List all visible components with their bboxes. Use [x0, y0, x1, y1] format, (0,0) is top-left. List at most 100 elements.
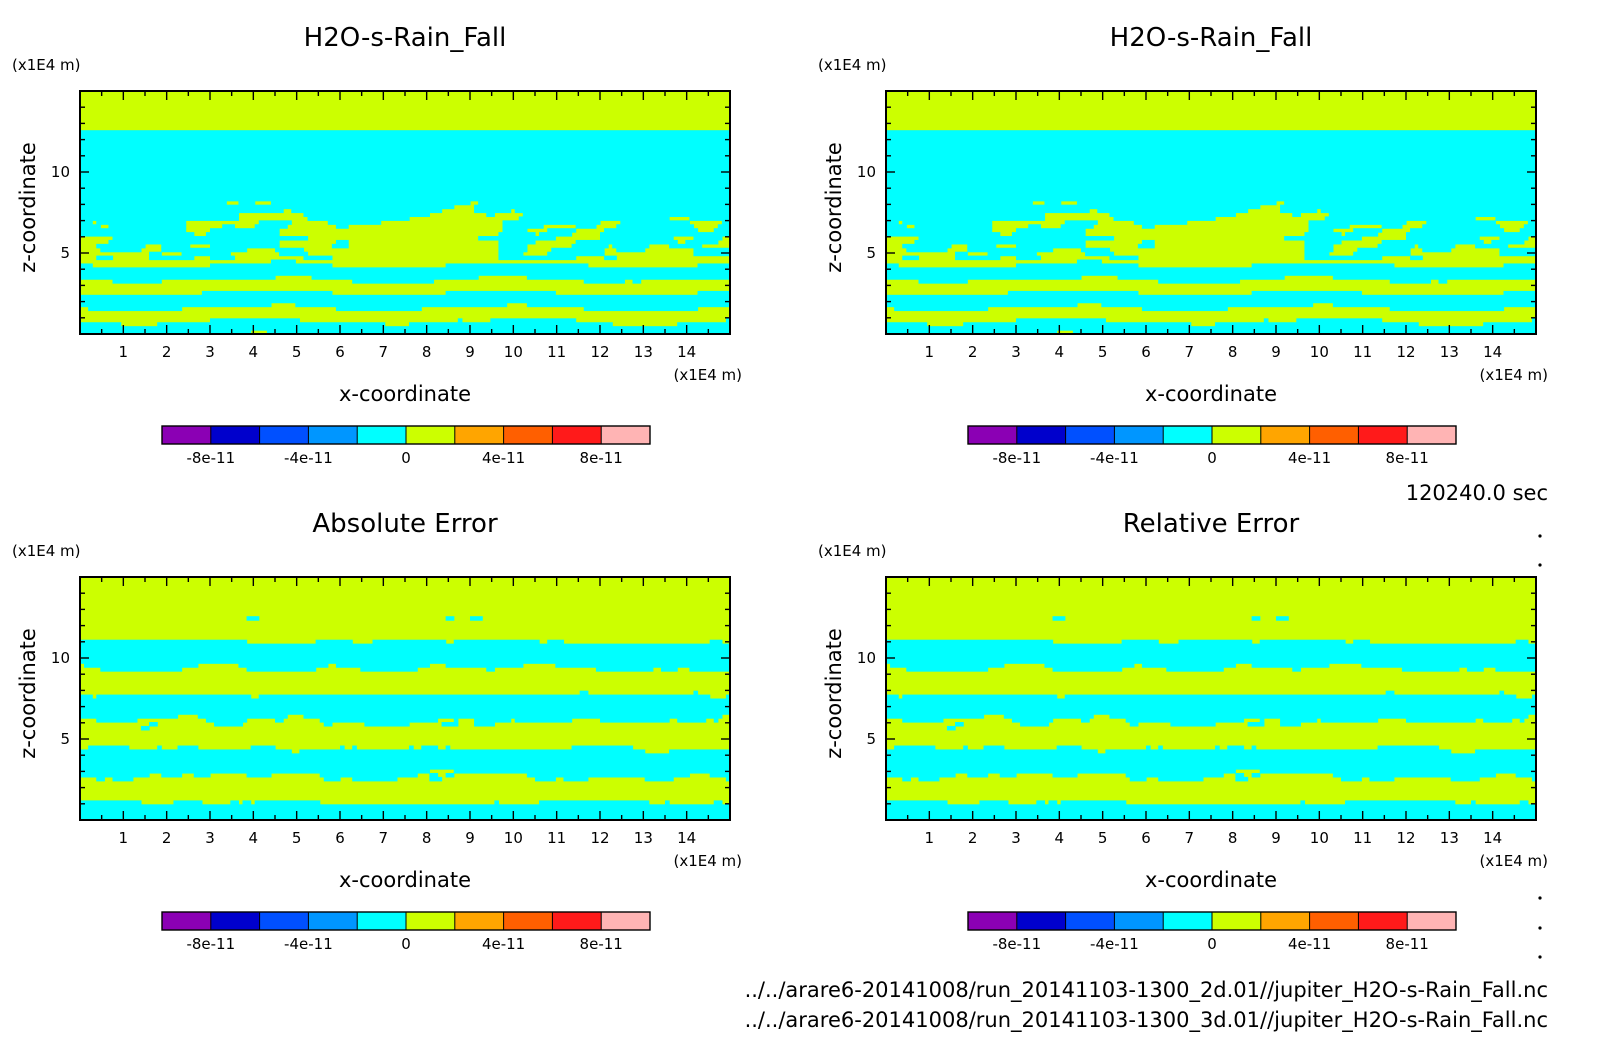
colorbar: -8e-11 -4e-11 0 4e-11 8e-11	[967, 911, 1457, 953]
y-axis-label: z-coordinate	[822, 628, 846, 759]
field-cell	[914, 239, 1086, 245]
field-cell	[1105, 749, 1452, 754]
field-cells	[886, 130, 1537, 335]
colorbar-tick-label: -4e-11	[1090, 935, 1139, 953]
field-cell	[689, 667, 731, 672]
x-tick-label: 11	[1353, 829, 1372, 847]
field-cell	[80, 267, 731, 272]
x-tick-label: 8	[1228, 343, 1238, 361]
field-cell	[886, 294, 1537, 300]
time-label: 120240.0 sec	[1406, 481, 1548, 505]
field-cell	[1495, 216, 1537, 221]
field-cell	[1036, 800, 1046, 805]
field-cell	[946, 725, 956, 731]
field-cell	[108, 239, 280, 245]
field-cell	[112, 776, 134, 782]
field-cell	[1085, 251, 1115, 257]
field-cell	[352, 745, 357, 751]
field-cell	[886, 192, 1537, 198]
field-cell	[1304, 251, 1330, 257]
field-cell	[547, 228, 577, 233]
field-cell	[250, 745, 276, 751]
field-cell	[445, 616, 455, 621]
field-cell	[205, 232, 280, 237]
field-cell	[96, 255, 114, 261]
chart-title: H2O-s-Rain_Fall	[304, 23, 507, 53]
field-cell	[713, 228, 731, 233]
field-cell	[100, 667, 183, 672]
colorbar-swatch	[503, 912, 553, 930]
field-cell	[1466, 667, 1484, 672]
field-cell	[498, 255, 577, 261]
field-cell	[918, 236, 1115, 241]
field-cell	[886, 157, 1537, 163]
field-cell	[1081, 718, 1090, 723]
field-cell	[331, 243, 349, 249]
chart-title: Relative Error	[1123, 509, 1300, 539]
field-cell	[340, 745, 345, 751]
field-cell	[80, 706, 731, 711]
field-cell	[886, 177, 1537, 182]
field-cell	[246, 667, 317, 672]
y-unit-label: (x1E4 m)	[12, 542, 81, 560]
field-cell	[1304, 232, 1342, 237]
field-cell	[604, 228, 699, 233]
field-cell	[1101, 302, 1314, 308]
colorbar: -8e-11 -4e-11 0 4e-11 8e-11	[161, 425, 651, 467]
x-tick-label: 6	[1141, 343, 1151, 361]
field-cell	[1332, 302, 1537, 308]
field-cell	[80, 169, 731, 174]
colorbar-swatch	[1016, 426, 1066, 444]
field-cell	[547, 639, 565, 645]
field-cell	[80, 322, 122, 327]
field-cell	[80, 185, 731, 190]
field-cell	[80, 145, 731, 151]
field-cell	[717, 224, 731, 229]
colorbar-tick-label: 4e-11	[1288, 449, 1331, 467]
field-cell	[1007, 290, 1139, 296]
field-cell	[1280, 718, 1318, 723]
field-cell	[514, 718, 573, 723]
field-cell	[983, 745, 1005, 751]
x-tick-label: 1	[119, 343, 129, 361]
field-cell	[620, 220, 690, 225]
field-cell	[1003, 714, 1094, 719]
field-cell	[1097, 208, 1249, 214]
field-cell	[1353, 228, 1383, 233]
x-tick-label: 8	[422, 343, 432, 361]
field-cell	[96, 220, 187, 225]
field-cell	[1141, 224, 1155, 229]
y-unit-label: (x1E4 m)	[12, 56, 81, 74]
x-tick-label: 6	[335, 829, 345, 847]
field-cell	[1328, 212, 1537, 218]
field-cell	[886, 232, 1001, 237]
colorbar-swatch	[1016, 912, 1066, 930]
field-cell	[181, 251, 231, 257]
field-cell	[1304, 243, 1334, 249]
field-cell	[80, 220, 93, 225]
field-cell	[1215, 322, 1419, 327]
field-cell	[1276, 616, 1289, 621]
edge-dot	[1538, 534, 1542, 538]
x-tick-label: 12	[590, 829, 609, 847]
chart-title: H2O-s-Rain_Fall	[1110, 23, 1313, 53]
field-cell	[161, 247, 248, 253]
field-cell	[1495, 667, 1537, 672]
field-cell	[275, 247, 305, 253]
chart-panel-2: H2O-s-Rain_Fall(x1E4 m)1 2 3 4 5 6 7 8 9 10 11 12 13…	[818, 23, 1548, 467]
field-cell	[571, 243, 609, 249]
colorbar-swatch	[1309, 912, 1359, 930]
field-cell	[902, 718, 944, 723]
field-cell	[1117, 275, 1285, 280]
field-cell	[1016, 243, 1086, 249]
field-cell	[80, 188, 731, 194]
field-cell	[474, 204, 731, 210]
field-cell	[886, 200, 1033, 206]
field-cell	[279, 251, 309, 257]
field-cell	[1072, 330, 1537, 335]
field-cell	[1158, 776, 1204, 782]
field-cell	[238, 200, 256, 206]
field-cell	[955, 251, 968, 257]
field-cell	[693, 251, 731, 257]
field-cell	[886, 330, 1058, 335]
